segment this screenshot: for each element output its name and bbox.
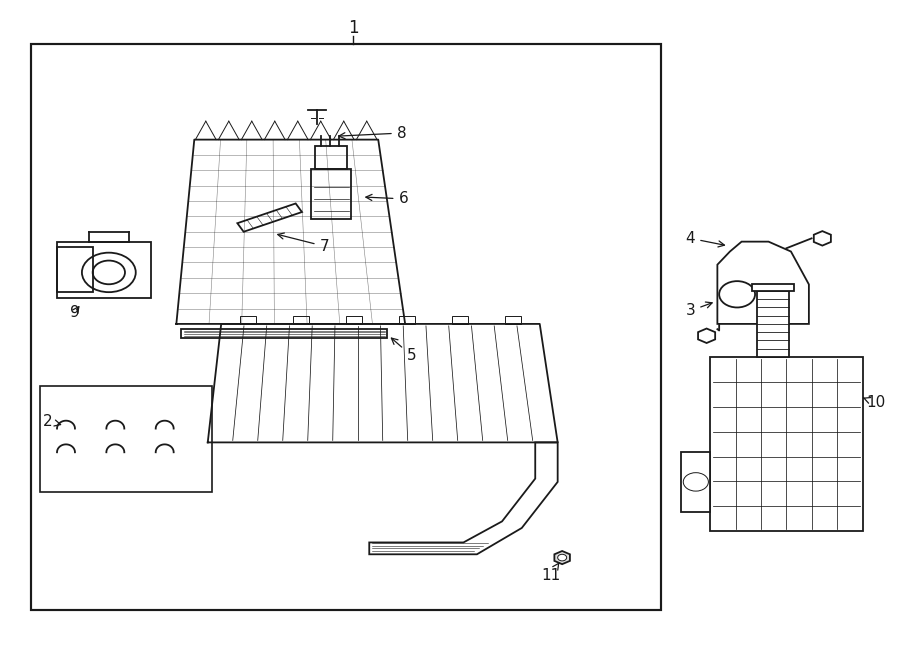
Text: 6: 6 [365,191,409,206]
Bar [757,291,789,357]
Bar [710,357,863,531]
Polygon shape [717,242,809,324]
Text: 11: 11 [541,563,560,583]
Polygon shape [181,329,387,338]
Bar [505,316,521,324]
Polygon shape [814,231,831,246]
Text: 3: 3 [686,302,712,318]
Text: 8: 8 [339,126,407,141]
Polygon shape [369,442,558,555]
Bar [57,247,93,292]
Text: 5: 5 [392,338,416,363]
Bar [346,316,362,324]
Bar [681,452,710,512]
Bar [315,146,346,169]
Bar [57,242,151,297]
Bar [292,316,309,324]
Bar [452,316,468,324]
Circle shape [719,281,755,307]
Bar [399,316,415,324]
Circle shape [683,473,708,491]
Bar [239,316,256,324]
Circle shape [764,290,788,307]
Polygon shape [698,329,716,343]
Bar [310,169,351,219]
Polygon shape [238,204,302,232]
Text: 4: 4 [686,231,724,247]
Text: 2: 2 [43,414,60,429]
Bar [31,44,661,610]
Text: 10: 10 [864,395,886,410]
Text: 9: 9 [70,305,80,319]
Bar [752,284,794,291]
Text: 1: 1 [347,19,358,37]
Circle shape [558,555,567,561]
Bar [31,44,661,610]
Text: 7: 7 [278,233,329,254]
Bar [40,387,212,492]
Polygon shape [554,551,570,564]
